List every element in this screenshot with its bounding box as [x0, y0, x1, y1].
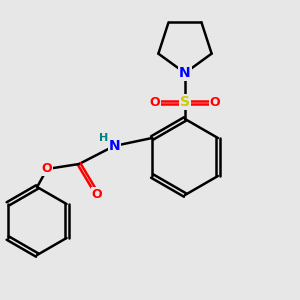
- Text: O: O: [150, 95, 160, 109]
- Text: O: O: [42, 163, 52, 176]
- Text: O: O: [92, 188, 102, 200]
- Text: O: O: [210, 95, 220, 109]
- Text: S: S: [180, 95, 190, 109]
- Text: N: N: [108, 139, 120, 153]
- Text: N: N: [179, 66, 191, 80]
- Text: H: H: [100, 133, 109, 143]
